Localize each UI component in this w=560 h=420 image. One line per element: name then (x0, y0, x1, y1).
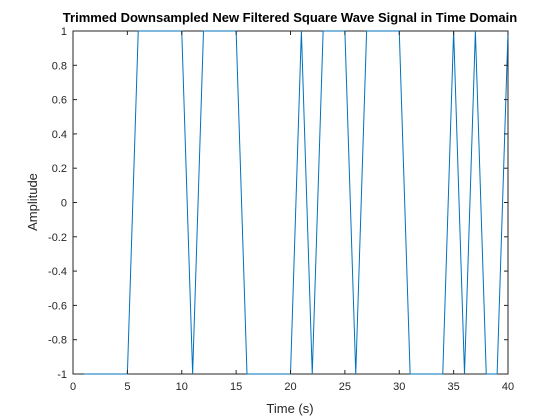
y-axis-ticks: -1 -0.8 -0.6 -0.4 -0.2 0 0.2 0.4 0.6 0.8 1 (48, 26, 508, 381)
x-tick-label: 25 (339, 381, 351, 393)
x-tick-label: 10 (176, 381, 188, 393)
y-tick-label: 0.8 (52, 60, 67, 72)
y-tick-label: -0.4 (48, 266, 67, 278)
x-tick-label: 40 (502, 381, 514, 393)
y-tick-label: -1 (57, 369, 67, 381)
chart-title: Trimmed Downsampled New Filtered Square … (63, 10, 517, 25)
y-tick-label: 0 (61, 198, 67, 210)
y-tick-label: 0.4 (52, 129, 67, 141)
y-tick-label: -0.6 (48, 300, 67, 312)
y-tick-label: -0.2 (48, 232, 67, 244)
axes-box (72, 30, 509, 375)
x-tick-label: 15 (230, 381, 242, 393)
y-tick-label: 0.6 (52, 95, 67, 107)
x-tick-label: 20 (284, 381, 296, 393)
x-axis-ticks: 0 5 10 15 20 25 30 35 40 (70, 31, 514, 393)
x-tick-label: 35 (448, 381, 460, 393)
x-tick-label: 30 (393, 381, 405, 393)
y-tick-label: 0.2 (52, 163, 67, 175)
x-axis-label: Time (s) (266, 401, 313, 416)
y-axis-label: Amplitude (25, 173, 40, 231)
x-tick-label: 5 (124, 381, 130, 393)
plot-area: 0 5 10 15 20 25 30 35 40 -1-0.8-0.6-0.4-0.200.20… (48, 26, 514, 393)
series-line-signal (83, 30, 509, 375)
series-layer (83, 30, 509, 375)
x-tick-label: 0 (70, 381, 76, 393)
y-tick-label: 1 (61, 26, 67, 38)
y-tick-label: -0.8 (48, 335, 67, 347)
